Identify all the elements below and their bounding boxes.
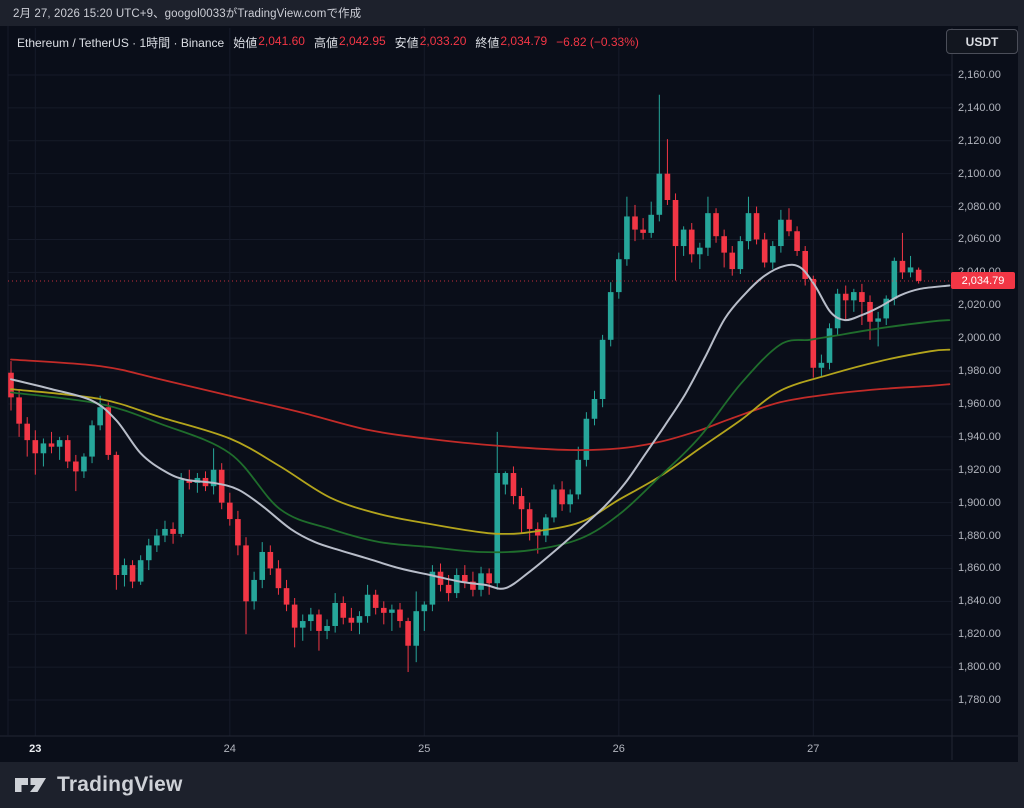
tradingview-logo-icon[interactable] xyxy=(13,773,49,797)
currency-toggle-button[interactable]: USDT xyxy=(946,29,1018,54)
time-axis-label: 25 xyxy=(418,743,431,755)
ohlc-field-label: 高値 xyxy=(313,35,338,50)
ohlc-field: 安値 2,033.20 xyxy=(395,34,467,51)
symbol-title[interactable]: Ethereum / TetherUS · 1時間 · Binance xyxy=(17,35,225,50)
ohlc-field-value: 2,033.20 xyxy=(419,33,467,48)
ohlc-field: 高値 2,042.95 xyxy=(314,34,386,51)
time-axis-label: 26 xyxy=(612,743,625,755)
attribution-bar: 2月 27, 2026 15:20 UTC+9、googol0033がTradi… xyxy=(0,0,1024,26)
attribution-text: 2月 27, 2026 15:20 UTC+9、googol0033がTradi… xyxy=(13,8,362,20)
ma-mid-green xyxy=(10,319,951,554)
last-price-tag: 2,034.79 xyxy=(951,272,1015,290)
ohlc-field-value: 2,034.79 xyxy=(500,33,548,48)
ohlc-field-label: 安値 xyxy=(394,35,419,50)
price-change: −6.82 (−0.33%) xyxy=(556,35,639,49)
chart-panel: Ethereum / TetherUS · 1時間 · Binance 始値 2,… xyxy=(0,26,1018,762)
ohlc-values: 始値 2,041.60 高値 2,042.95 安値 2,033.20 終値 2,034.79 xyxy=(233,34,547,51)
symbol-legend[interactable]: Ethereum / TetherUS · 1時間 · Binance 始値 2,… xyxy=(17,34,639,50)
ohlc-field: 始値 2,041.60 xyxy=(233,34,305,51)
ma-mid-yellow xyxy=(10,348,951,535)
tradingview-brand-text[interactable]: TradingView xyxy=(57,773,183,796)
time-axis-label: 23 xyxy=(29,743,42,755)
ma-fast-white xyxy=(10,263,951,590)
ma-slow-red xyxy=(10,358,951,451)
candlestick-chart[interactable] xyxy=(0,26,1018,762)
currency-toggle-label: USDT xyxy=(965,34,999,49)
footer-bar: TradingView xyxy=(0,762,1024,808)
ohlc-field: 終値 2,034.79 xyxy=(475,34,547,51)
time-axis-label: 24 xyxy=(223,743,236,755)
last-price-value: 2,034.79 xyxy=(961,274,1005,287)
ohlc-field-value: 2,041.60 xyxy=(258,33,305,48)
ohlc-field-label: 終値 xyxy=(475,35,500,50)
grid-layer xyxy=(0,26,1018,760)
ohlc-field-value: 2,042.95 xyxy=(338,33,386,48)
candles-layer xyxy=(8,94,922,673)
ohlc-field-label: 始値 xyxy=(233,35,258,50)
time-axis-label: 27 xyxy=(807,743,820,755)
